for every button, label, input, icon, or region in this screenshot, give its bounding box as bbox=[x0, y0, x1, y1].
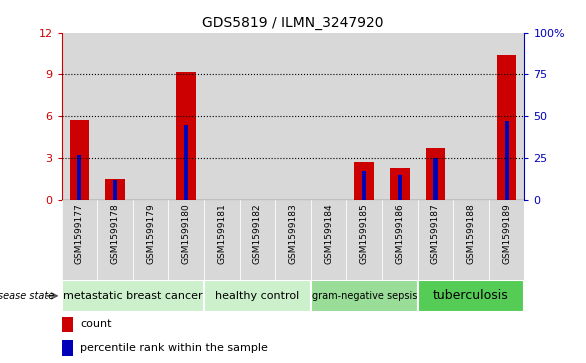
Bar bbox=[133, 33, 168, 200]
Bar bbox=[204, 200, 240, 280]
Bar bbox=[489, 33, 524, 200]
Bar bbox=[418, 200, 453, 280]
Bar bbox=[311, 200, 346, 280]
Text: percentile rank within the sample: percentile rank within the sample bbox=[80, 343, 268, 353]
Bar bbox=[184, 125, 188, 200]
Bar bbox=[398, 175, 402, 200]
Bar bbox=[62, 340, 73, 356]
Bar bbox=[240, 33, 275, 200]
Bar bbox=[382, 33, 418, 200]
Bar bbox=[105, 179, 125, 200]
Text: count: count bbox=[80, 319, 111, 330]
Text: GSM1599181: GSM1599181 bbox=[217, 204, 226, 264]
Bar bbox=[97, 33, 133, 200]
Text: gram-negative sepsis: gram-negative sepsis bbox=[312, 291, 417, 301]
Bar bbox=[346, 33, 382, 200]
Bar bbox=[418, 33, 453, 200]
Bar bbox=[497, 55, 516, 200]
Text: GSM1599189: GSM1599189 bbox=[502, 204, 511, 264]
Bar bbox=[62, 200, 97, 280]
Bar bbox=[453, 33, 489, 200]
Bar bbox=[489, 200, 524, 280]
Text: metastatic breast cancer: metastatic breast cancer bbox=[63, 291, 203, 301]
Text: GSM1599179: GSM1599179 bbox=[146, 204, 155, 264]
Title: GDS5819 / ILMN_3247920: GDS5819 / ILMN_3247920 bbox=[202, 16, 384, 30]
Text: GSM1599182: GSM1599182 bbox=[253, 204, 262, 264]
Bar bbox=[362, 171, 366, 200]
Text: GSM1599187: GSM1599187 bbox=[431, 204, 440, 264]
Bar bbox=[97, 200, 133, 280]
Bar bbox=[168, 33, 204, 200]
Text: GSM1599178: GSM1599178 bbox=[110, 204, 120, 264]
Bar bbox=[346, 200, 382, 280]
Bar bbox=[311, 280, 418, 311]
Bar bbox=[505, 121, 509, 200]
Text: GSM1599180: GSM1599180 bbox=[182, 204, 190, 264]
Text: GSM1599177: GSM1599177 bbox=[75, 204, 84, 264]
Bar bbox=[133, 200, 168, 280]
Bar bbox=[204, 33, 240, 200]
Bar bbox=[453, 200, 489, 280]
Text: healthy control: healthy control bbox=[215, 291, 299, 301]
Bar bbox=[355, 162, 374, 200]
Bar bbox=[62, 33, 97, 200]
Bar bbox=[62, 280, 204, 311]
Bar bbox=[113, 180, 117, 200]
Bar bbox=[240, 200, 275, 280]
Text: GSM1599186: GSM1599186 bbox=[396, 204, 404, 264]
Bar bbox=[168, 200, 204, 280]
Bar bbox=[390, 168, 410, 200]
Bar bbox=[70, 120, 89, 200]
Bar bbox=[275, 200, 311, 280]
Bar bbox=[433, 158, 438, 200]
Text: GSM1599183: GSM1599183 bbox=[288, 204, 298, 264]
Bar bbox=[176, 72, 196, 200]
Text: GSM1599184: GSM1599184 bbox=[324, 204, 333, 264]
Bar bbox=[382, 200, 418, 280]
Bar bbox=[62, 317, 73, 332]
Bar bbox=[275, 33, 311, 200]
Bar bbox=[418, 280, 524, 311]
Bar bbox=[425, 148, 445, 200]
Bar bbox=[77, 155, 81, 200]
Bar bbox=[204, 280, 311, 311]
Text: disease state: disease state bbox=[0, 291, 54, 301]
Text: GSM1599185: GSM1599185 bbox=[360, 204, 369, 264]
Text: GSM1599188: GSM1599188 bbox=[466, 204, 476, 264]
Text: tuberculosis: tuberculosis bbox=[433, 289, 509, 302]
Bar bbox=[311, 33, 346, 200]
